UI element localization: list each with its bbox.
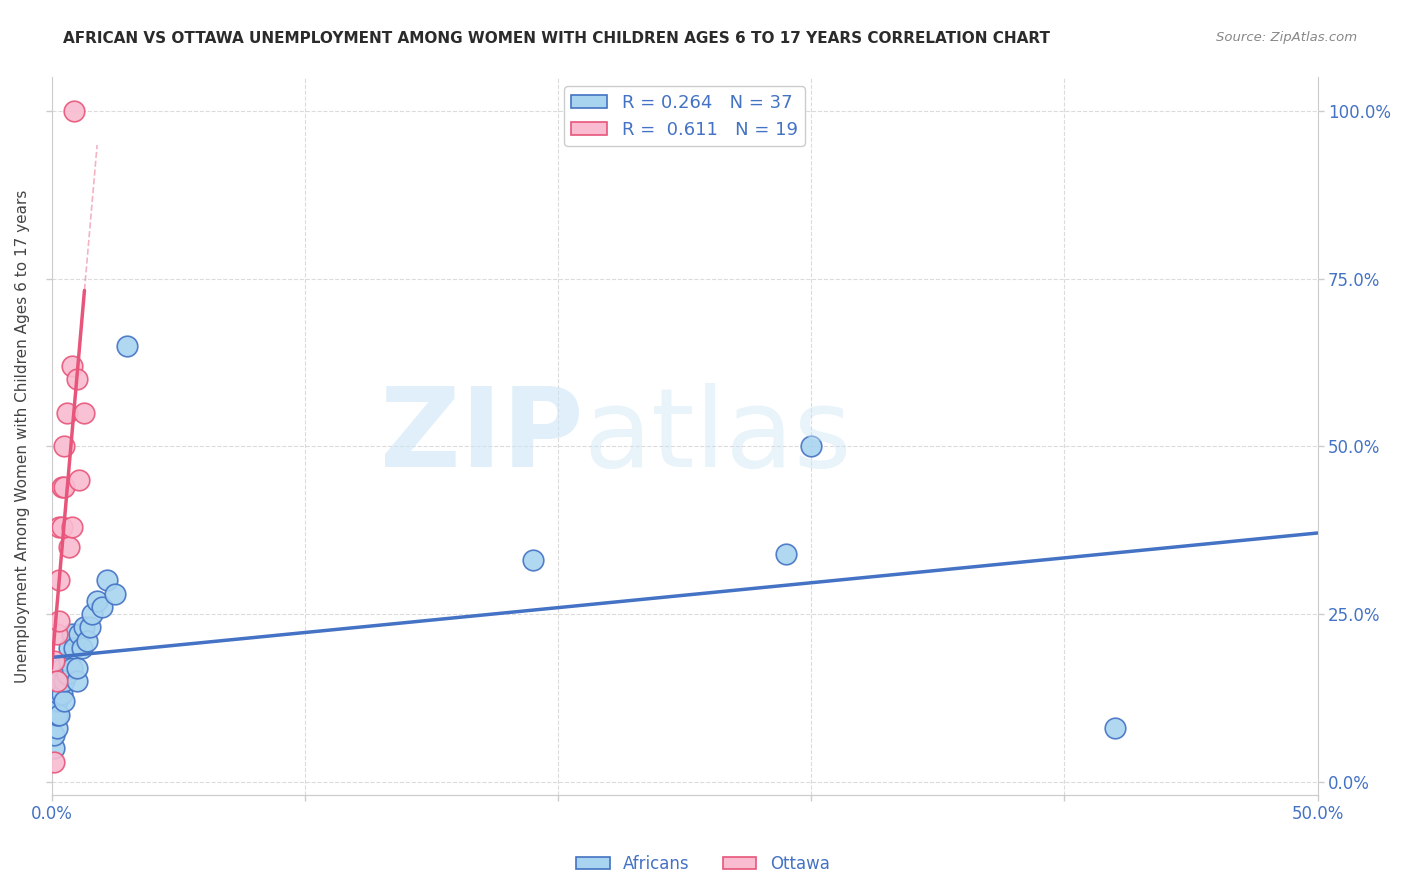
- Point: [800, 439, 823, 453]
- Point: [45, 627, 67, 641]
- Point: [45, 681, 67, 695]
- Point: [63, 640, 86, 655]
- Point: [60, 520, 83, 534]
- Point: [522, 553, 544, 567]
- Point: [73, 406, 96, 420]
- Point: [117, 339, 139, 353]
- Point: [45, 721, 67, 735]
- Text: atlas: atlas: [583, 383, 852, 490]
- Point: [53, 694, 76, 708]
- Point: [53, 674, 76, 689]
- Point: [58, 540, 80, 554]
- Point: [55, 667, 77, 681]
- Point: [104, 587, 127, 601]
- Point: [48, 614, 70, 628]
- Point: [80, 607, 103, 621]
- Point: [48, 574, 70, 588]
- Point: [66, 674, 89, 689]
- Point: [91, 600, 114, 615]
- Point: [51, 688, 73, 702]
- Text: AFRICAN VS OTTAWA UNEMPLOYMENT AMONG WOMEN WITH CHILDREN AGES 6 TO 17 YEARS CORR: AFRICAN VS OTTAWA UNEMPLOYMENT AMONG WOM…: [63, 31, 1050, 46]
- Point: [55, 406, 77, 420]
- Point: [42, 654, 65, 668]
- Point: [73, 620, 96, 634]
- Point: [53, 479, 76, 493]
- Point: [66, 660, 89, 674]
- Point: [60, 359, 83, 373]
- Point: [42, 741, 65, 756]
- Point: [48, 674, 70, 689]
- Point: [48, 688, 70, 702]
- Point: [1104, 721, 1126, 735]
- Point: [42, 755, 65, 769]
- Point: [96, 574, 118, 588]
- Point: [67, 627, 90, 641]
- Legend: R = 0.264   N = 37, R =  0.611   N = 19: R = 0.264 N = 37, R = 0.611 N = 19: [564, 87, 806, 146]
- Point: [79, 620, 101, 634]
- Text: ZIP: ZIP: [380, 383, 583, 490]
- Point: [70, 640, 93, 655]
- Point: [86, 593, 108, 607]
- Point: [60, 627, 83, 641]
- Point: [42, 728, 65, 742]
- Point: [51, 520, 73, 534]
- Point: [51, 479, 73, 493]
- Point: [67, 473, 90, 487]
- Point: [58, 640, 80, 655]
- Y-axis label: Unemployment Among Women with Children Ages 6 to 17 years: Unemployment Among Women with Children A…: [15, 190, 30, 683]
- Point: [63, 103, 86, 118]
- Point: [51, 660, 73, 674]
- Point: [66, 372, 89, 386]
- Point: [45, 694, 67, 708]
- Point: [60, 660, 83, 674]
- Text: Source: ZipAtlas.com: Source: ZipAtlas.com: [1216, 31, 1357, 45]
- Point: [45, 707, 67, 722]
- Point: [58, 654, 80, 668]
- Point: [48, 520, 70, 534]
- Point: [48, 707, 70, 722]
- Point: [76, 633, 98, 648]
- Point: [53, 439, 76, 453]
- Point: [42, 707, 65, 722]
- Point: [775, 547, 797, 561]
- Point: [45, 674, 67, 689]
- Legend: Africans, Ottawa: Africans, Ottawa: [569, 848, 837, 880]
